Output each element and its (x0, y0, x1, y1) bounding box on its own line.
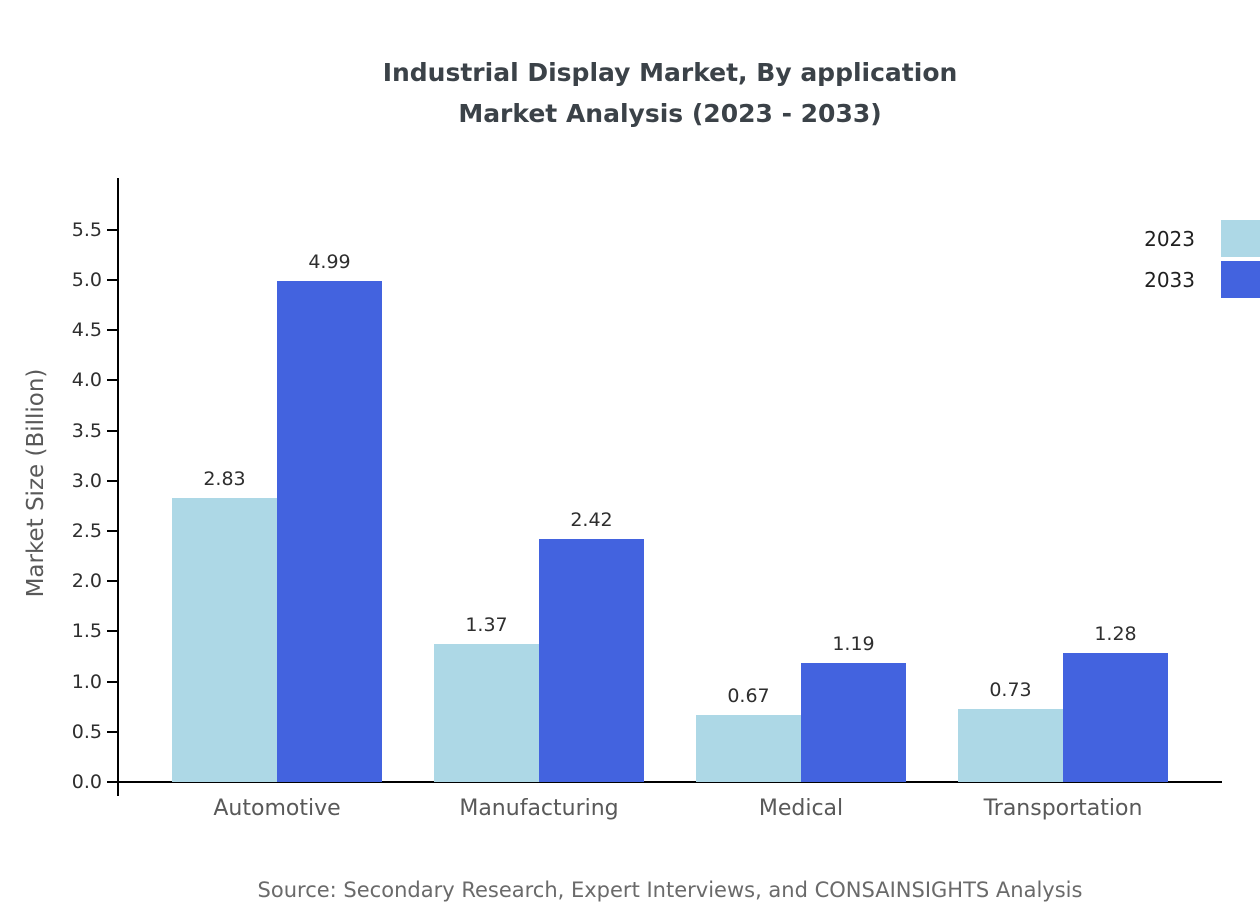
chart-title-line1: Industrial Display Market, By applicatio… (382, 58, 958, 87)
bar-value-label: 0.73 (989, 679, 1032, 701)
y-tick-mark (107, 680, 117, 683)
legend-label-2033: 2033 (1144, 267, 1195, 292)
bar-2033-transportation (1063, 653, 1168, 782)
legend-swatch-2023 (1221, 220, 1260, 257)
legend: 2023 2033 (1144, 218, 1260, 300)
bar-value-label: 4.99 (308, 251, 351, 273)
chart-title: Industrial Display Market, By applicatio… (118, 52, 1222, 134)
y-tick-mark (107, 429, 117, 432)
bar-value-label: 1.28 (1094, 623, 1137, 645)
y-tick-mark (107, 781, 117, 783)
y-tick-mark (107, 279, 117, 281)
bar-value-label: 1.37 (465, 614, 508, 636)
y-tick-mark (107, 730, 117, 733)
y-tick-label: 2.5 (71, 520, 102, 542)
bar-value-label: 2.42 (570, 509, 613, 531)
y-tick-mark (107, 228, 117, 231)
y-tick-label: 5.0 (71, 269, 102, 291)
y-tick-label: 4.5 (71, 319, 102, 342)
chart-title-line2: Market Analysis (2023 - 2033) (458, 99, 882, 128)
y-tick-label: 0.5 (71, 720, 102, 743)
source-note: Source: Secondary Research, Expert Inter… (257, 878, 1083, 902)
x-category-label-manufacturing: Manufacturing (459, 796, 619, 821)
bar-2023-medical (696, 715, 801, 782)
legend-row-2033: 2033 (1144, 259, 1260, 300)
y-tick-label: 4.0 (71, 369, 102, 392)
bar-2023-manufacturing (434, 644, 539, 782)
y-tick-label: 0.0 (71, 771, 102, 793)
bar-value-label: 1.19 (832, 633, 875, 655)
y-axis-line (117, 178, 119, 796)
y-tick-mark (107, 630, 117, 633)
x-category-label-medical: Medical (758, 796, 844, 821)
bar-2033-manufacturing (539, 539, 644, 782)
y-tick-mark (107, 479, 117, 482)
y-tick-label: 3.0 (71, 469, 102, 492)
x-category-label-automotive: Automotive (213, 796, 341, 821)
x-axis-line (117, 781, 1222, 783)
y-tick-label: 2.0 (71, 570, 102, 593)
y-tick-label: 1.0 (71, 670, 102, 693)
bar-2033-automotive (277, 281, 382, 782)
bar-2023-transportation (958, 709, 1063, 782)
y-tick-mark (107, 580, 117, 583)
bar-value-label: 2.83 (203, 468, 246, 490)
legend-row-2023: 2023 (1144, 218, 1260, 259)
y-tick-label: 5.5 (71, 218, 102, 241)
bar-2023-automotive (172, 498, 277, 782)
bar-value-label: 0.67 (727, 685, 770, 707)
y-tick-label: 1.5 (71, 620, 102, 643)
y-tick-label: 3.5 (71, 419, 102, 442)
x-category-label-transportation: Transportation (983, 796, 1143, 821)
legend-label-2023: 2023 (1144, 226, 1195, 251)
bar-2033-medical (801, 663, 906, 782)
y-tick-mark (107, 379, 117, 382)
y-tick-mark (107, 530, 117, 532)
y-tick-mark (107, 329, 117, 332)
legend-swatch-2033 (1221, 261, 1260, 298)
